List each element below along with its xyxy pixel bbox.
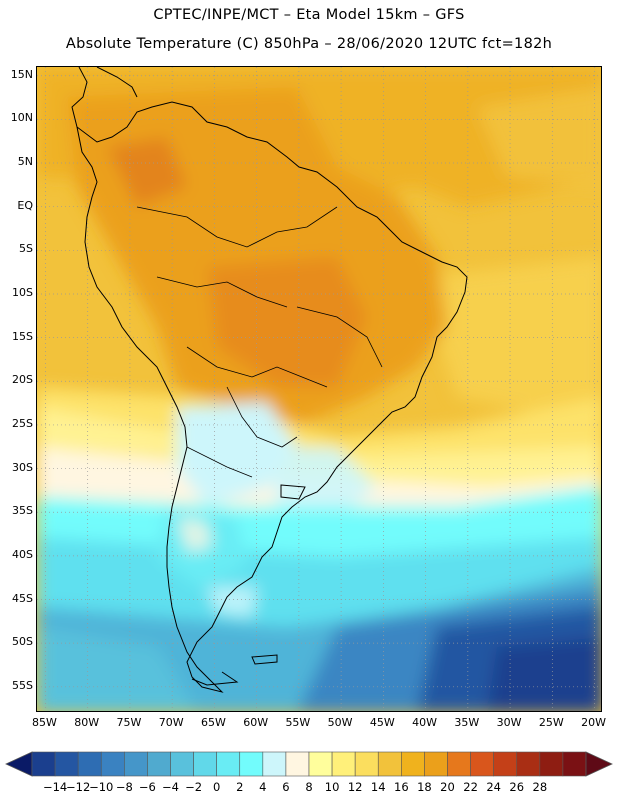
colorbar-cell <box>377 751 402 777</box>
latitude-tick-label: 10S <box>12 285 33 299</box>
longitude-tick-label: 30W <box>496 716 522 729</box>
colorbar-cell <box>424 751 448 777</box>
temperature-map <box>37 67 601 711</box>
latitude-tick-label: 30S <box>12 460 33 474</box>
colorbar-cell <box>54 751 79 777</box>
colorbar-tick-label: −14 <box>42 780 68 794</box>
colorbar-tick-label: 4 <box>259 780 267 794</box>
colorbar-cell <box>100 751 125 777</box>
longitude-tick-label: 35W <box>454 716 480 729</box>
latitude-tick-label: 10N <box>10 111 33 125</box>
country-borders <box>136 206 383 478</box>
longitude-tick-label: 80W <box>74 716 100 729</box>
colorbar-cell <box>124 751 148 777</box>
colorbar-cell <box>239 751 264 777</box>
latitude-tick-label: 15S <box>12 329 33 343</box>
colorbar-cell <box>285 751 310 777</box>
colorbar-cell <box>193 751 217 777</box>
colorbar-cell <box>170 751 194 777</box>
colorbar-low-arrow <box>5 751 33 777</box>
colorbar-tick-label: 12 <box>347 780 363 794</box>
colorbar-tick-label: −6 <box>138 780 156 794</box>
latitude-tick-label: 15N <box>10 67 33 81</box>
colorbar-tick-label: −12 <box>66 780 91 794</box>
colorbar-high-arrow <box>585 751 613 777</box>
colorbar-cell <box>216 751 241 777</box>
colorbar-tick-label: 20 <box>440 780 455 794</box>
colorbar-cell <box>493 751 518 777</box>
colorbar-tick-label: −2 <box>185 780 203 794</box>
latitude-tick-label: 55S <box>12 678 33 692</box>
latitude-tick-label: EQ <box>17 198 33 212</box>
colorbar-tick-label: 8 <box>305 780 313 794</box>
colorbar-tick-label: 2 <box>236 780 244 794</box>
longitude-tick-label: 75W <box>116 716 142 729</box>
colorbar-cell <box>401 751 425 777</box>
colorbar-tick-label: 22 <box>463 780 478 794</box>
colorbar-tick-label: −10 <box>89 780 114 794</box>
colorbar-cell <box>354 751 379 777</box>
longitude-tick-label: 20W <box>581 716 606 729</box>
colorbar-tick-label: 14 <box>370 780 386 794</box>
latitude-tick-label: 45S <box>12 591 33 605</box>
longitude-tick-label: 50W <box>327 716 353 729</box>
colorbar-cell <box>562 751 587 777</box>
colorbar-cell <box>516 751 541 777</box>
colorbar-tick-label: 26 <box>509 780 525 794</box>
chart-title: CPTEC/INPE/MCT – Eta Model 15km – GFS <box>153 7 465 23</box>
colorbar-tick-label: 6 <box>282 780 290 794</box>
longitude-tick-label: 40W <box>412 716 438 729</box>
longitude-tick-label: 25W <box>538 716 564 729</box>
temperature-field <box>37 67 601 711</box>
latitude-tick-label: 40S <box>12 547 33 561</box>
colorbar-tick-label: 10 <box>324 780 340 794</box>
latitude-tick-label: 5S <box>19 242 33 256</box>
colorbar-tick-label: 16 <box>394 780 409 794</box>
colorbar-cell <box>31 751 56 777</box>
latitude-tick-label: 35S <box>12 504 33 518</box>
longitude-tick-label: 65W <box>200 716 226 729</box>
coastline <box>71 67 468 693</box>
map-panel <box>36 66 602 712</box>
colorbar-tick-label: −8 <box>115 780 133 794</box>
colorbar-cell <box>470 751 494 777</box>
longitude-tick-label: 85W <box>32 716 57 729</box>
colorbar-tick-label: 28 <box>532 780 548 794</box>
colorbar-cell <box>308 751 333 777</box>
latitude-tick-label: 50S <box>12 635 33 649</box>
colorbar-tick-label: −4 <box>162 780 179 794</box>
latitude-tick-label: 20S <box>12 373 33 387</box>
colorbar-tick-label: 18 <box>417 780 432 794</box>
latitude-tick-label: 5N <box>17 155 33 169</box>
colorbar-cell <box>331 751 356 777</box>
colorbar-cell <box>262 751 287 777</box>
colorbar-tick-label: 24 <box>486 780 501 794</box>
colorbar-cell <box>447 751 471 777</box>
longitude-tick-label: 60W <box>243 716 269 729</box>
longitude-tick-label: 70W <box>158 716 184 729</box>
longitude-tick-label: 55W <box>285 716 311 729</box>
latitude-tick-label: 25S <box>12 416 33 430</box>
chart-subtitle: Absolute Temperature (C) 850hPa – 28/06/… <box>65 36 553 52</box>
colorbar-tick-label: 0 <box>212 780 221 794</box>
colorbar-cell <box>539 751 564 777</box>
colorbar-cell <box>147 751 171 777</box>
longitude-tick-label: 45W <box>369 716 395 729</box>
colorbar-cell <box>77 751 102 777</box>
colorbar <box>5 751 613 777</box>
